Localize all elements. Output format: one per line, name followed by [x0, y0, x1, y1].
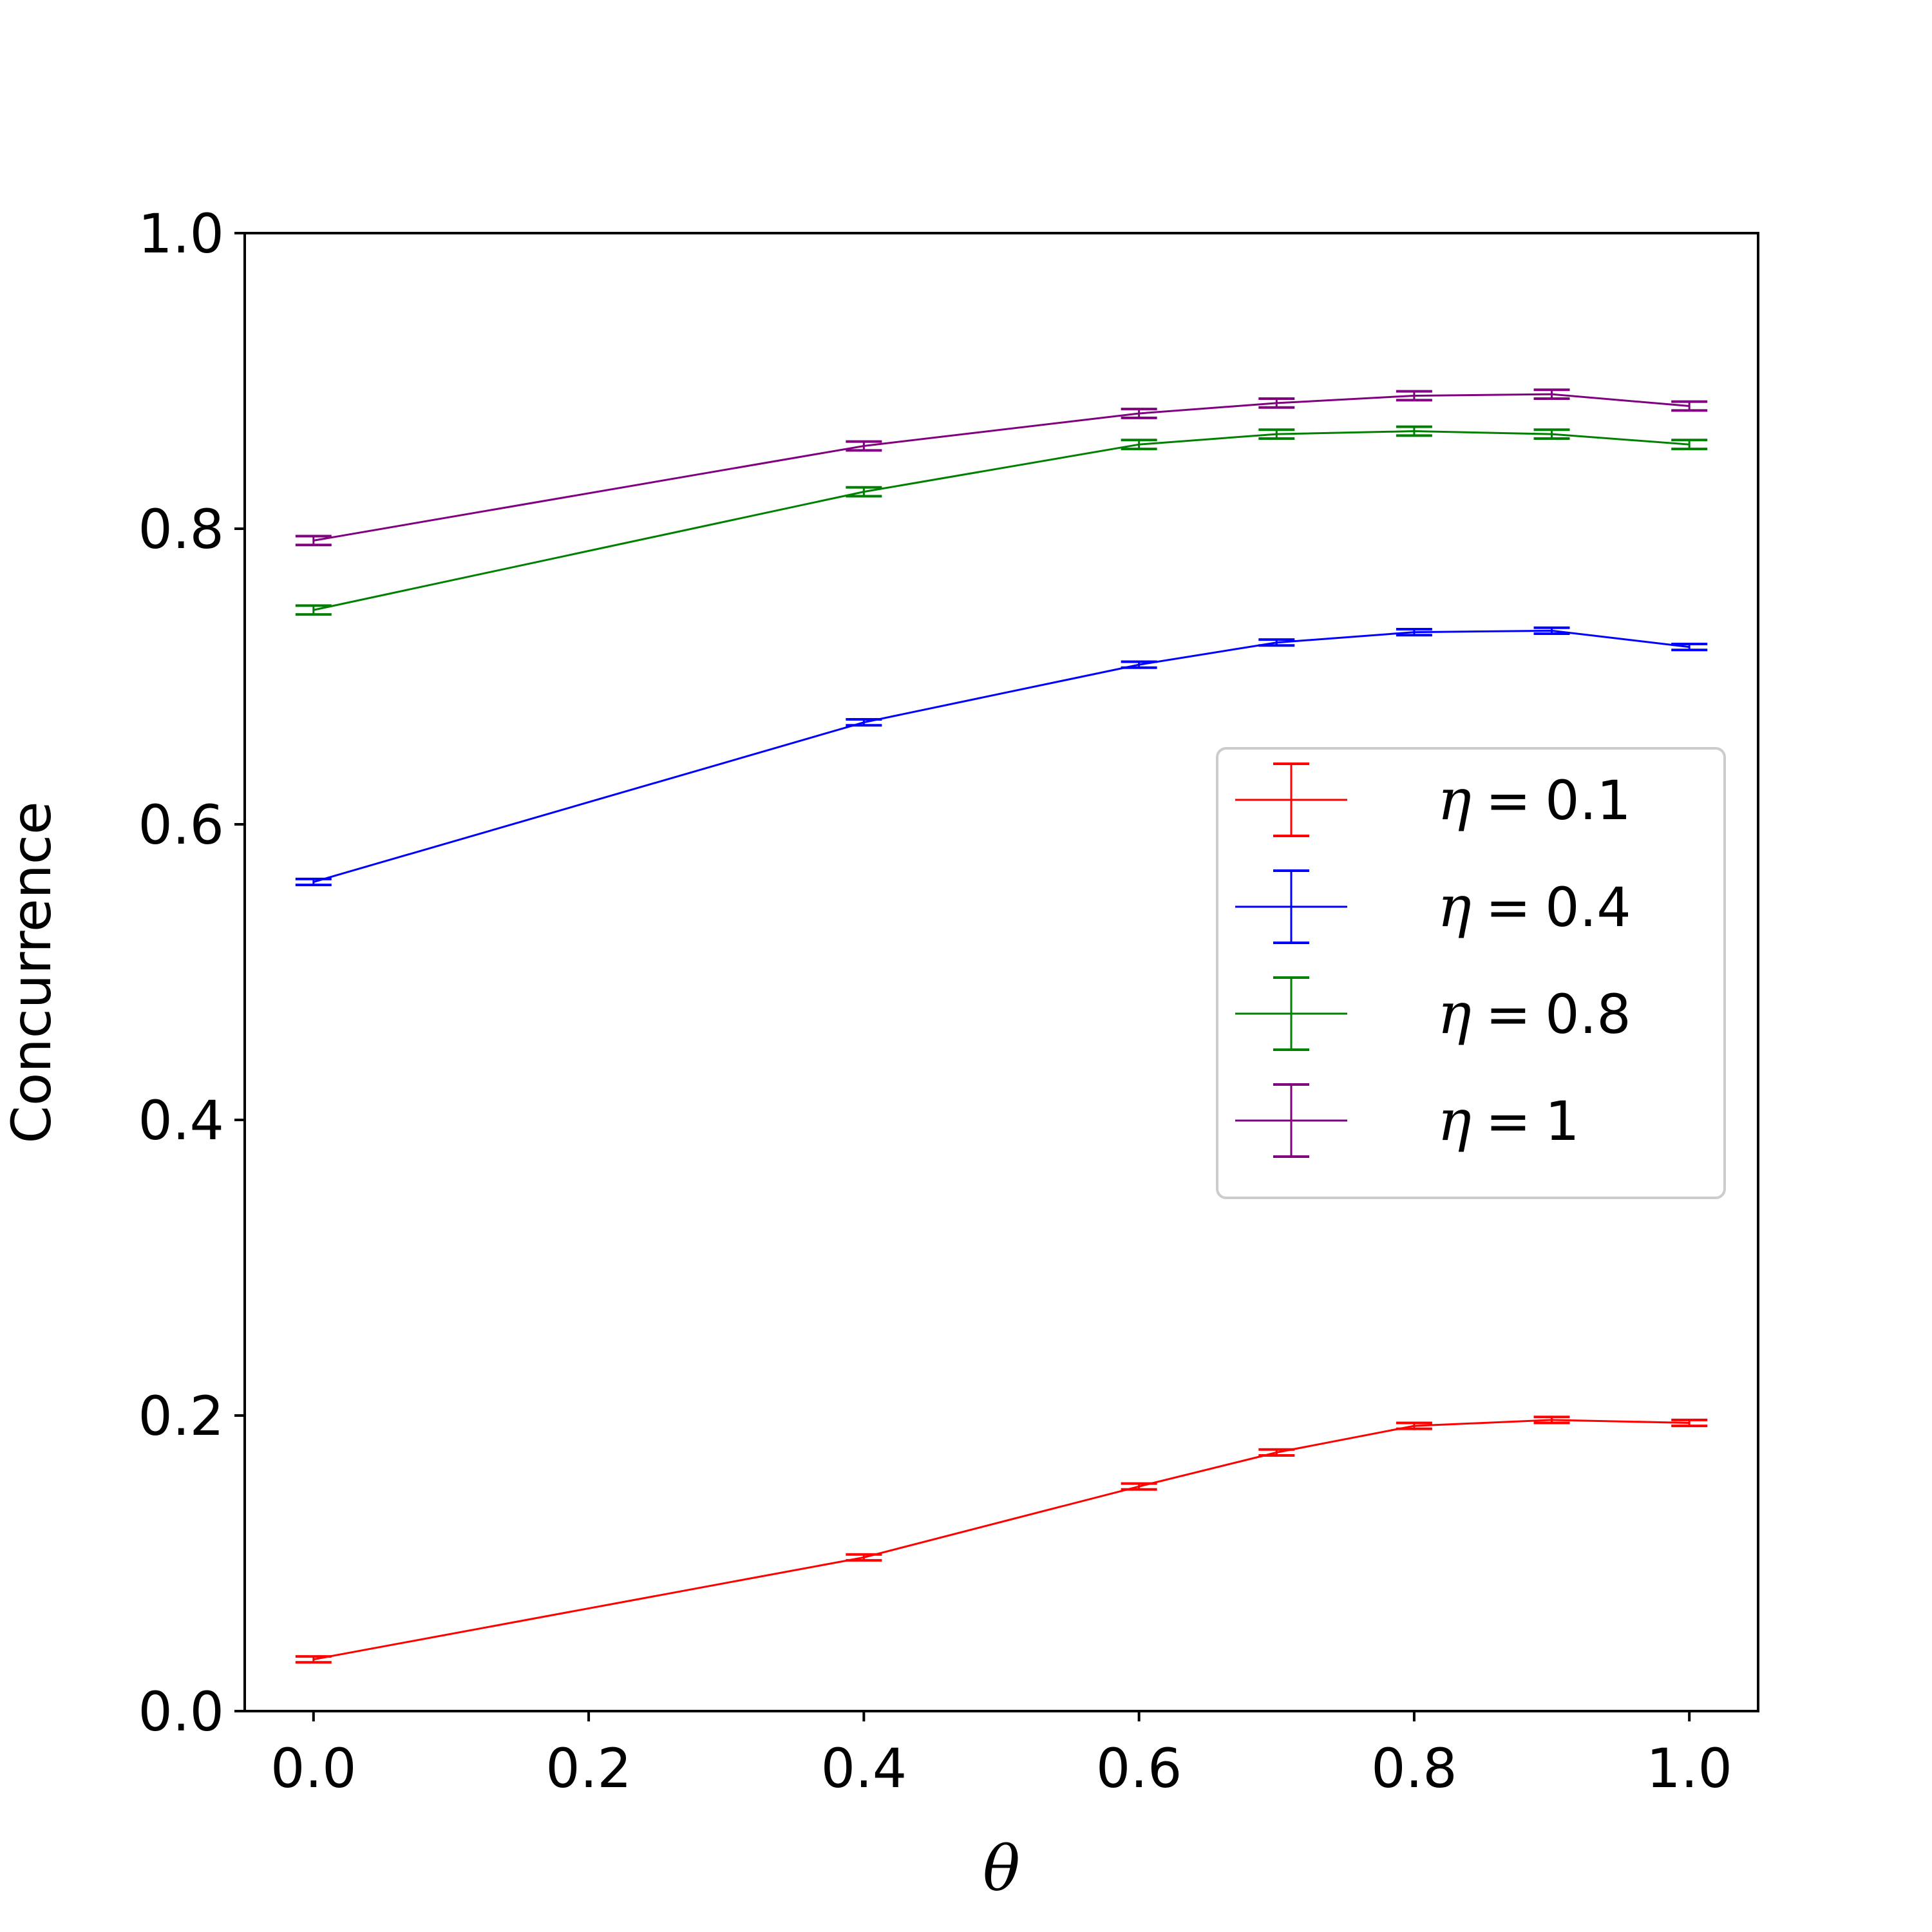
- y-tick-label: 0.2: [138, 1385, 224, 1448]
- series-0: [295, 1416, 1708, 1664]
- y-axis-label: Concurrence: [0, 801, 63, 1143]
- error-bar: [846, 1553, 882, 1562]
- y-tick-label: 1.0: [138, 202, 224, 265]
- error-bar: [1671, 1418, 1708, 1428]
- error-bar: [1121, 408, 1157, 419]
- x-tick-label: 1.0: [1646, 1737, 1732, 1800]
- series-line: [313, 430, 1690, 611]
- y-tick-label: 0.0: [138, 1680, 224, 1743]
- error-bar: [846, 718, 882, 727]
- series-2: [295, 425, 1708, 616]
- error-bar: [295, 1655, 332, 1664]
- error-bar: [1671, 400, 1708, 412]
- error-bar: [1258, 428, 1295, 440]
- legend: η = 0.1 η = 0.4 η = 0.8 η = 1: [1216, 747, 1726, 1199]
- error-bar: [295, 535, 332, 547]
- error-bar: [1258, 638, 1295, 647]
- x-tick-label: 0.2: [545, 1737, 632, 1800]
- error-bar: [1121, 1482, 1157, 1491]
- x-tick-label: 0.4: [821, 1737, 907, 1800]
- axis-ticks: 0.0 0.2 0.4 0.6 0.8 1.0 0.0 0.2 0.4 0.6 0.8 1.0: [138, 202, 1732, 1800]
- legend-entries: η = 0.1 η = 0.4 η = 0.8 η = 1: [1235, 762, 1631, 1158]
- legend-entry: η = 0.8: [1235, 976, 1631, 1051]
- error-bar: [295, 604, 332, 616]
- error-bar: [1533, 428, 1570, 440]
- x-tick-label: 0.8: [1371, 1737, 1457, 1800]
- error-bar: [846, 440, 882, 452]
- series-line: [313, 1419, 1690, 1661]
- plot-frame: [243, 232, 1759, 1712]
- legend-frame: [1216, 747, 1726, 1199]
- error-bar: [1671, 643, 1708, 652]
- error-bar: [1396, 1421, 1432, 1430]
- legend-entry: η = 1: [1235, 1083, 1580, 1158]
- error-bar: [1121, 439, 1157, 451]
- error-bar: [846, 486, 882, 498]
- error-bar: [1671, 439, 1708, 451]
- legend-entry: η = 0.1: [1235, 762, 1631, 837]
- error-bar: [1533, 1416, 1570, 1425]
- x-tick-label: 0.0: [270, 1737, 357, 1800]
- error-bar: [1121, 660, 1157, 669]
- error-bar: [1533, 388, 1570, 401]
- error-bar: [295, 877, 332, 887]
- error-bar: [1258, 397, 1295, 409]
- legend-entry: η = 0.4: [1235, 869, 1631, 944]
- legend-label: η = 0.8: [1437, 980, 1631, 1046]
- x-axis-label: θ: [983, 1833, 1020, 1905]
- series-layer: [295, 388, 1708, 1664]
- y-tick-label: 0.8: [138, 498, 224, 561]
- y-tick-label: 0.4: [138, 1089, 224, 1152]
- legend-label: η = 0.1: [1437, 766, 1631, 833]
- series-3: [295, 388, 1708, 547]
- error-bar: [1396, 425, 1432, 437]
- error-bar: [1533, 626, 1570, 635]
- y-tick-label: 0.6: [138, 793, 224, 857]
- legend-label: η = 0.4: [1437, 873, 1631, 940]
- x-tick-label: 0.6: [1096, 1737, 1182, 1800]
- series-1: [295, 626, 1708, 887]
- error-bar: [1396, 628, 1432, 637]
- legend-label: η = 1: [1437, 1087, 1580, 1153]
- error-bar: [1396, 390, 1432, 402]
- error-bar: [1258, 1448, 1295, 1457]
